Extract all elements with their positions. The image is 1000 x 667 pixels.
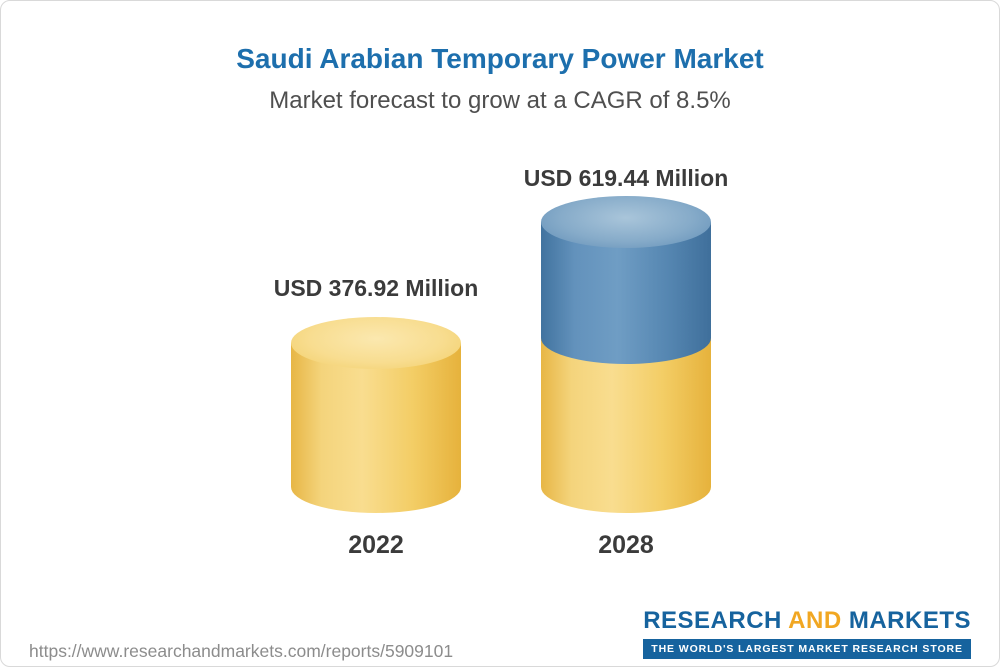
logo-word-research: RESEARCH <box>643 607 782 634</box>
cylinder-2022-top-cap <box>291 317 461 369</box>
page-title: Saudi Arabian Temporary Power Market <box>236 43 764 74</box>
cylinder-2028-top-cap <box>541 196 711 248</box>
category-label-2022: 2022 <box>348 531 404 559</box>
research-and-markets-logo: RESEARCH AND MARKETS THE WORLD'S LARGEST… <box>643 607 971 659</box>
logo-word-and: AND <box>788 607 842 634</box>
page-subtitle: Market forecast to grow at a CAGR of 8.5… <box>269 87 731 114</box>
logo-tagline: THE WORLD'S LARGEST MARKET RESEARCH STOR… <box>643 639 971 659</box>
logo-wordmark: RESEARCH AND MARKETS <box>643 607 971 635</box>
value-label-2028: USD 619.44 Million <box>523 165 729 191</box>
value-label-2022: USD 376.92 Million <box>273 275 479 301</box>
cylinder-2028-base-segment <box>541 338 711 513</box>
category-label-2028: 2028 <box>598 531 654 559</box>
logo-word-markets: MARKETS <box>848 607 971 634</box>
cylinder-2022-body <box>291 343 461 513</box>
report-url: https://www.researchandmarkets.com/repor… <box>29 641 454 661</box>
